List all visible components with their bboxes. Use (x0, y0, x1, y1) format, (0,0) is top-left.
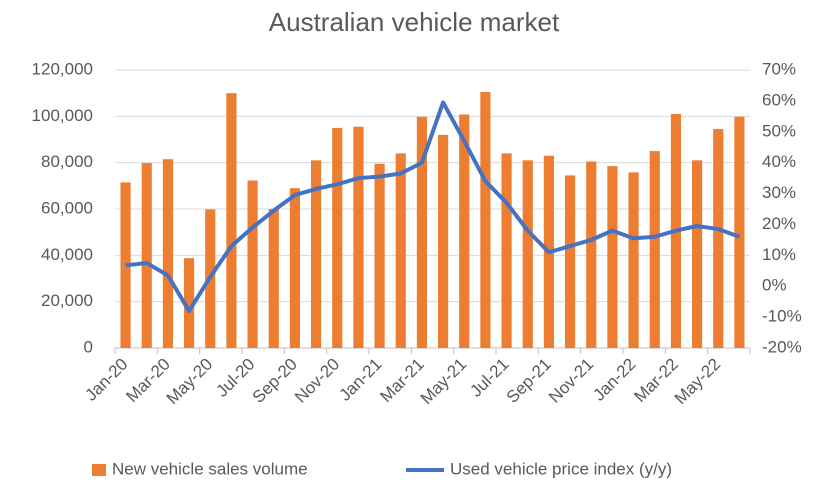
y2-tick-label: -10% (762, 307, 802, 326)
legend-label: Used vehicle price index (y/y) (450, 459, 672, 478)
bar (628, 172, 639, 348)
x-tick-label: May-20 (163, 355, 217, 409)
bar (459, 114, 470, 348)
y-tick-label: 0 (84, 337, 93, 356)
bar (692, 160, 703, 348)
bar (607, 166, 618, 348)
bar (395, 153, 406, 348)
legend-swatch (92, 464, 106, 476)
bar (353, 126, 364, 348)
bar (713, 129, 724, 348)
x-tick-label: Jan-20 (81, 355, 131, 405)
y2-tick-label: 60% (762, 90, 796, 109)
y2-tick-label: 70% (762, 59, 796, 78)
bar (438, 134, 449, 348)
y2-tick-label: 30% (762, 183, 796, 202)
line (125, 100, 741, 313)
y2-tick-label: -20% (762, 337, 802, 356)
x-tick-label: May-22 (671, 355, 725, 409)
x-tick-label: Jan-21 (335, 355, 385, 405)
bar (522, 160, 533, 348)
bar (226, 93, 237, 349)
y2-tick-label: 10% (762, 245, 796, 264)
bar (311, 160, 322, 348)
y-tick-label: 40,000 (41, 245, 93, 264)
legend-label: New vehicle sales volume (112, 459, 308, 478)
y-tick-label: 120,000 (32, 59, 93, 78)
bar (649, 151, 660, 348)
x-tick-label: Sep-21 (503, 355, 555, 407)
bar (374, 163, 385, 348)
y2-tick-label: 0% (762, 276, 787, 295)
bar (141, 163, 152, 348)
x-tick-label: Nov-20 (291, 355, 343, 407)
bar (501, 153, 512, 348)
bar (289, 188, 300, 348)
bar (332, 127, 343, 349)
y-tick-label: 60,000 (41, 198, 93, 217)
y-tick-label: 100,000 (32, 106, 93, 125)
bar (480, 92, 491, 348)
bar (247, 180, 258, 348)
chart-title: Australian vehicle market (269, 7, 560, 37)
bar (586, 161, 597, 348)
y2-tick-label: 20% (762, 214, 796, 233)
y-tick-label: 80,000 (41, 152, 93, 171)
bar (565, 175, 576, 348)
bar (184, 258, 195, 348)
x-tick-label: May-21 (417, 355, 471, 409)
bar (734, 116, 745, 349)
y-tick-label: 20,000 (41, 291, 93, 310)
y2-tick-label: 40% (762, 152, 796, 171)
bar (416, 116, 427, 349)
bar (162, 159, 173, 348)
x-tick-label: Sep-20 (249, 355, 301, 407)
y2-tick-label: 50% (762, 121, 796, 140)
x-tick-label: Jan-22 (589, 355, 639, 405)
bar (268, 209, 279, 348)
x-tick-label: Nov-21 (545, 355, 597, 407)
